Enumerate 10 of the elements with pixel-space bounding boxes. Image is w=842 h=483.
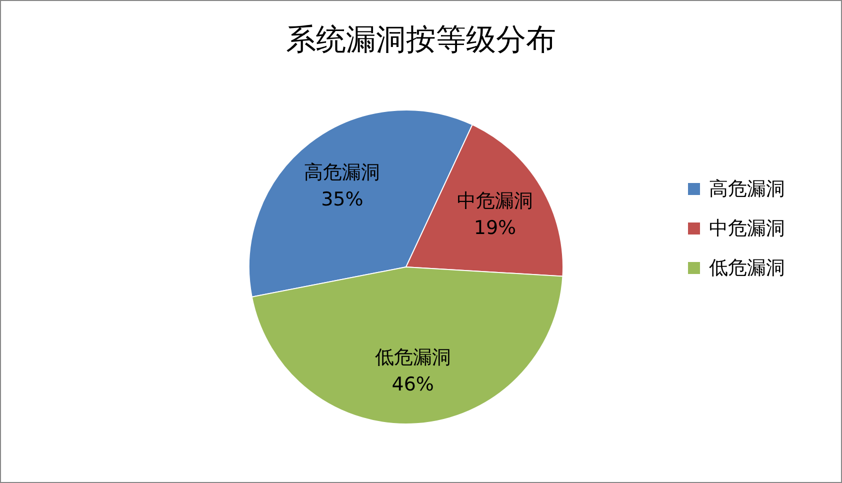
slice-label: 低危漏洞 — [374, 346, 451, 368]
slice-label: 中危漏洞 — [457, 190, 534, 212]
legend-label: 高危漏洞 — [709, 178, 785, 200]
chart-title: 系统漏洞按等级分布 — [286, 22, 556, 58]
data-label: 35% — [321, 188, 364, 210]
data-label: 19% — [474, 216, 516, 239]
legend-label: 中危漏洞 — [709, 218, 785, 240]
data-label: 46% — [392, 373, 434, 396]
legend-label: 低危漏洞 — [709, 257, 785, 279]
slice-label: 高危漏洞 — [304, 161, 380, 184]
